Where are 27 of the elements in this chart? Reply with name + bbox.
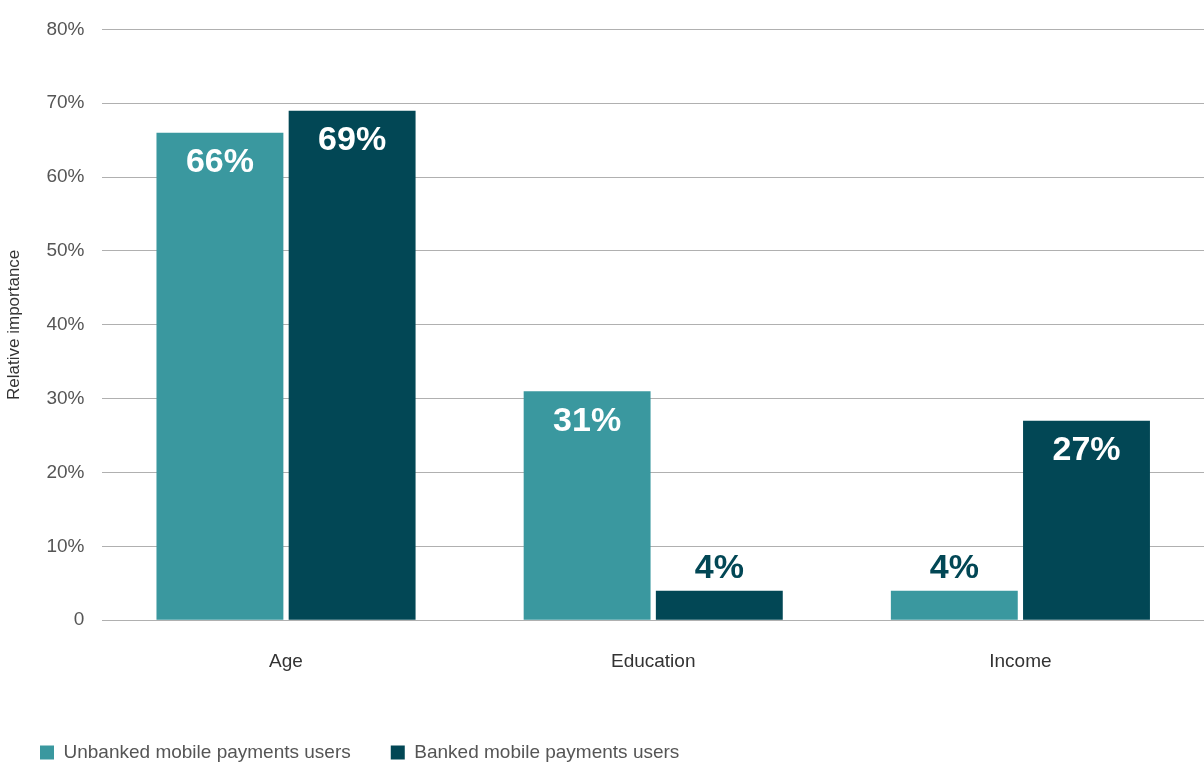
legend-label: Unbanked mobile payments users — [63, 740, 351, 762]
y-tick-label: 40% — [46, 313, 85, 335]
data-label: 31% — [553, 399, 622, 438]
y-tick-label: 10% — [46, 534, 85, 556]
bar — [523, 391, 651, 620]
x-tick-label: Education — [610, 649, 696, 671]
data-label: 4% — [694, 547, 744, 586]
x-tick-label: Age — [269, 649, 303, 671]
y-tick-label: 30% — [46, 386, 85, 408]
data-label: 69% — [318, 119, 387, 158]
y-tick-label: 70% — [46, 91, 85, 113]
bar — [1023, 420, 1150, 620]
y-axis-title: Relative importance — [3, 249, 23, 400]
data-label: 27% — [1052, 429, 1121, 468]
data-label: 4% — [929, 547, 979, 586]
data-label: 66% — [185, 141, 254, 180]
y-tick-label: 0 — [73, 608, 85, 630]
y-tick-label: 80% — [46, 17, 85, 39]
bar — [890, 590, 1018, 620]
y-tick-label: 50% — [46, 239, 85, 261]
x-tick-label: Income — [989, 649, 1052, 671]
legend-label: Banked mobile payments users — [414, 740, 680, 762]
bar — [288, 110, 416, 620]
bar — [156, 132, 284, 620]
bar — [655, 590, 783, 620]
y-tick-label: 20% — [46, 460, 85, 482]
y-tick-label: 60% — [46, 165, 85, 187]
